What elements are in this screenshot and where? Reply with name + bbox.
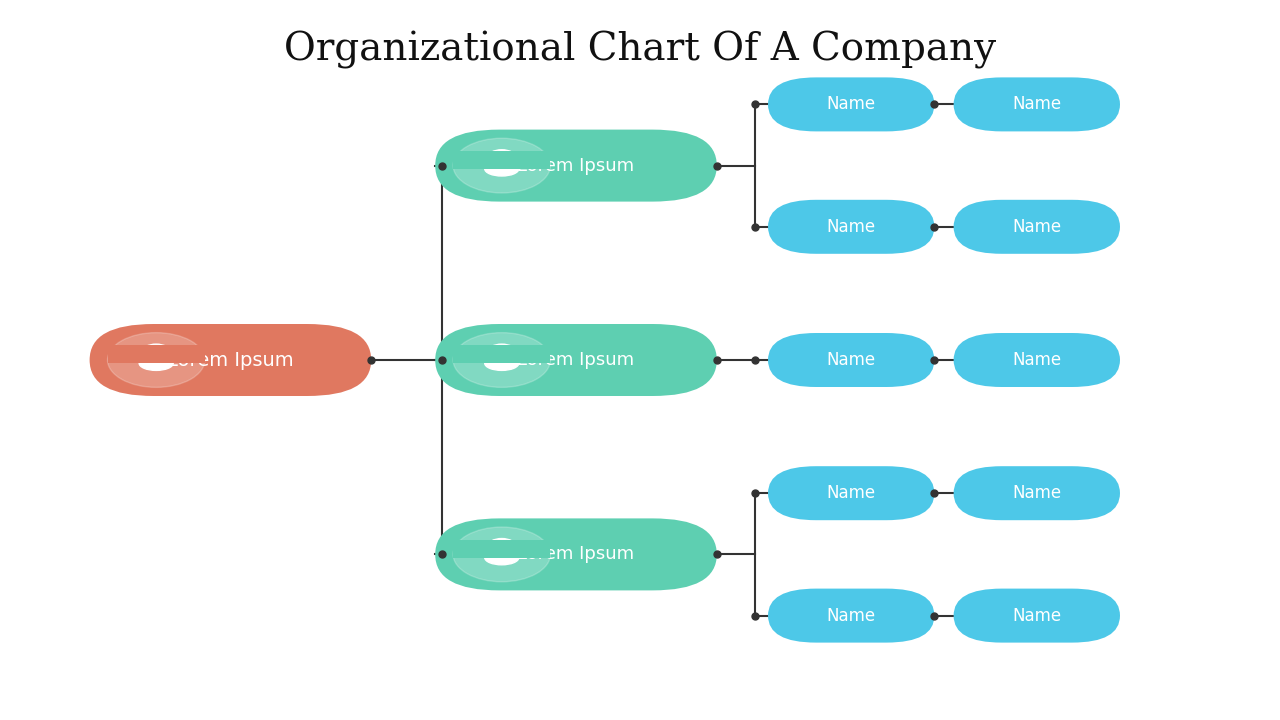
Text: Organizational Chart Of A Company: Organizational Chart Of A Company — [284, 32, 996, 69]
Text: Name: Name — [827, 96, 876, 114]
Circle shape — [108, 333, 205, 387]
Ellipse shape — [140, 356, 173, 370]
Text: Lorem Ipsum: Lorem Ipsum — [168, 351, 293, 369]
FancyBboxPatch shape — [435, 130, 717, 202]
FancyBboxPatch shape — [453, 540, 550, 558]
FancyBboxPatch shape — [90, 324, 371, 396]
FancyBboxPatch shape — [954, 589, 1120, 642]
FancyBboxPatch shape — [768, 200, 934, 254]
Circle shape — [488, 539, 516, 555]
FancyBboxPatch shape — [954, 333, 1120, 387]
FancyBboxPatch shape — [768, 78, 934, 132]
Circle shape — [453, 333, 550, 387]
Text: Name: Name — [827, 485, 876, 503]
Text: Name: Name — [1012, 485, 1061, 503]
Circle shape — [488, 150, 516, 166]
Circle shape — [453, 138, 550, 193]
FancyBboxPatch shape — [453, 346, 550, 364]
FancyBboxPatch shape — [954, 78, 1120, 132]
FancyBboxPatch shape — [108, 346, 205, 364]
Text: Lorem Ipsum: Lorem Ipsum — [517, 351, 635, 369]
Text: Name: Name — [1012, 351, 1061, 369]
Text: Name: Name — [827, 217, 876, 236]
Text: Name: Name — [1012, 217, 1061, 236]
Text: Lorem Ipsum: Lorem Ipsum — [517, 546, 635, 563]
Ellipse shape — [485, 356, 518, 370]
Ellipse shape — [485, 551, 518, 564]
FancyBboxPatch shape — [768, 467, 934, 520]
Circle shape — [142, 344, 170, 361]
Circle shape — [488, 344, 516, 361]
FancyBboxPatch shape — [768, 589, 934, 642]
Ellipse shape — [485, 162, 518, 176]
Text: Name: Name — [827, 606, 876, 624]
Circle shape — [453, 527, 550, 582]
Text: Name: Name — [1012, 96, 1061, 114]
FancyBboxPatch shape — [954, 200, 1120, 254]
FancyBboxPatch shape — [453, 151, 550, 169]
Text: Lorem Ipsum: Lorem Ipsum — [517, 157, 635, 175]
Text: Name: Name — [1012, 606, 1061, 624]
FancyBboxPatch shape — [435, 324, 717, 396]
FancyBboxPatch shape — [954, 467, 1120, 520]
FancyBboxPatch shape — [768, 333, 934, 387]
FancyBboxPatch shape — [435, 518, 717, 590]
Text: Name: Name — [827, 351, 876, 369]
